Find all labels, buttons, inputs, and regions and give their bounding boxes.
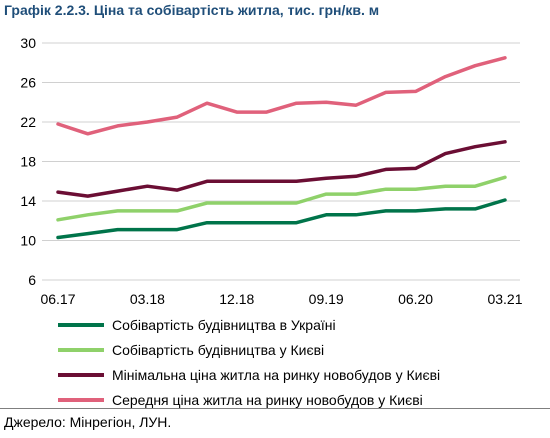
legend-label-1: Собівартість будівництва в Україні: [112, 317, 336, 333]
chart-title-text: Ціна та собівартість житла, тис. грн/кв.…: [93, 2, 380, 18]
y-tick-label-30: 30: [20, 35, 36, 51]
chart-title: Графік 2.2.3. Ціна та собівартість житла,…: [4, 2, 379, 18]
x-tick-label-12.18: 12.18: [219, 291, 254, 307]
legend-label-3: Мінімальна ціна житла на ринку новобудов…: [112, 367, 440, 383]
y-tick-label-14: 14: [20, 193, 36, 209]
source-note: Джерело: Мінрегіон, ЛУН.: [4, 414, 172, 430]
legend-label-2: Собівартість будівництва у Києві: [112, 342, 324, 358]
series-line-1: [56, 198, 507, 240]
series-line-2: [56, 175, 507, 222]
x-tick-label-09.19: 09.19: [309, 291, 344, 307]
series-line-3: [56, 140, 507, 198]
series-line-4: [56, 56, 507, 136]
x-tick-label-03.18: 03.18: [130, 291, 165, 307]
y-tick-label-18: 18: [20, 154, 36, 170]
source-divider: [0, 408, 550, 409]
x-tick-label-06.17: 06.17: [40, 291, 75, 307]
x-tick-label-03.21: 03.21: [487, 291, 522, 307]
legend-label-4: Середня ціна житла на ринку новобудов у …: [112, 392, 423, 408]
y-tick-label-6: 6: [28, 272, 36, 288]
y-tick-label-10: 10: [20, 233, 36, 249]
chart-number-label: Графік 2.2.3.: [4, 2, 90, 18]
x-tick-label-06.20: 06.20: [398, 291, 433, 307]
y-tick-label-26: 26: [20, 75, 36, 91]
y-tick-label-22: 22: [20, 114, 36, 130]
